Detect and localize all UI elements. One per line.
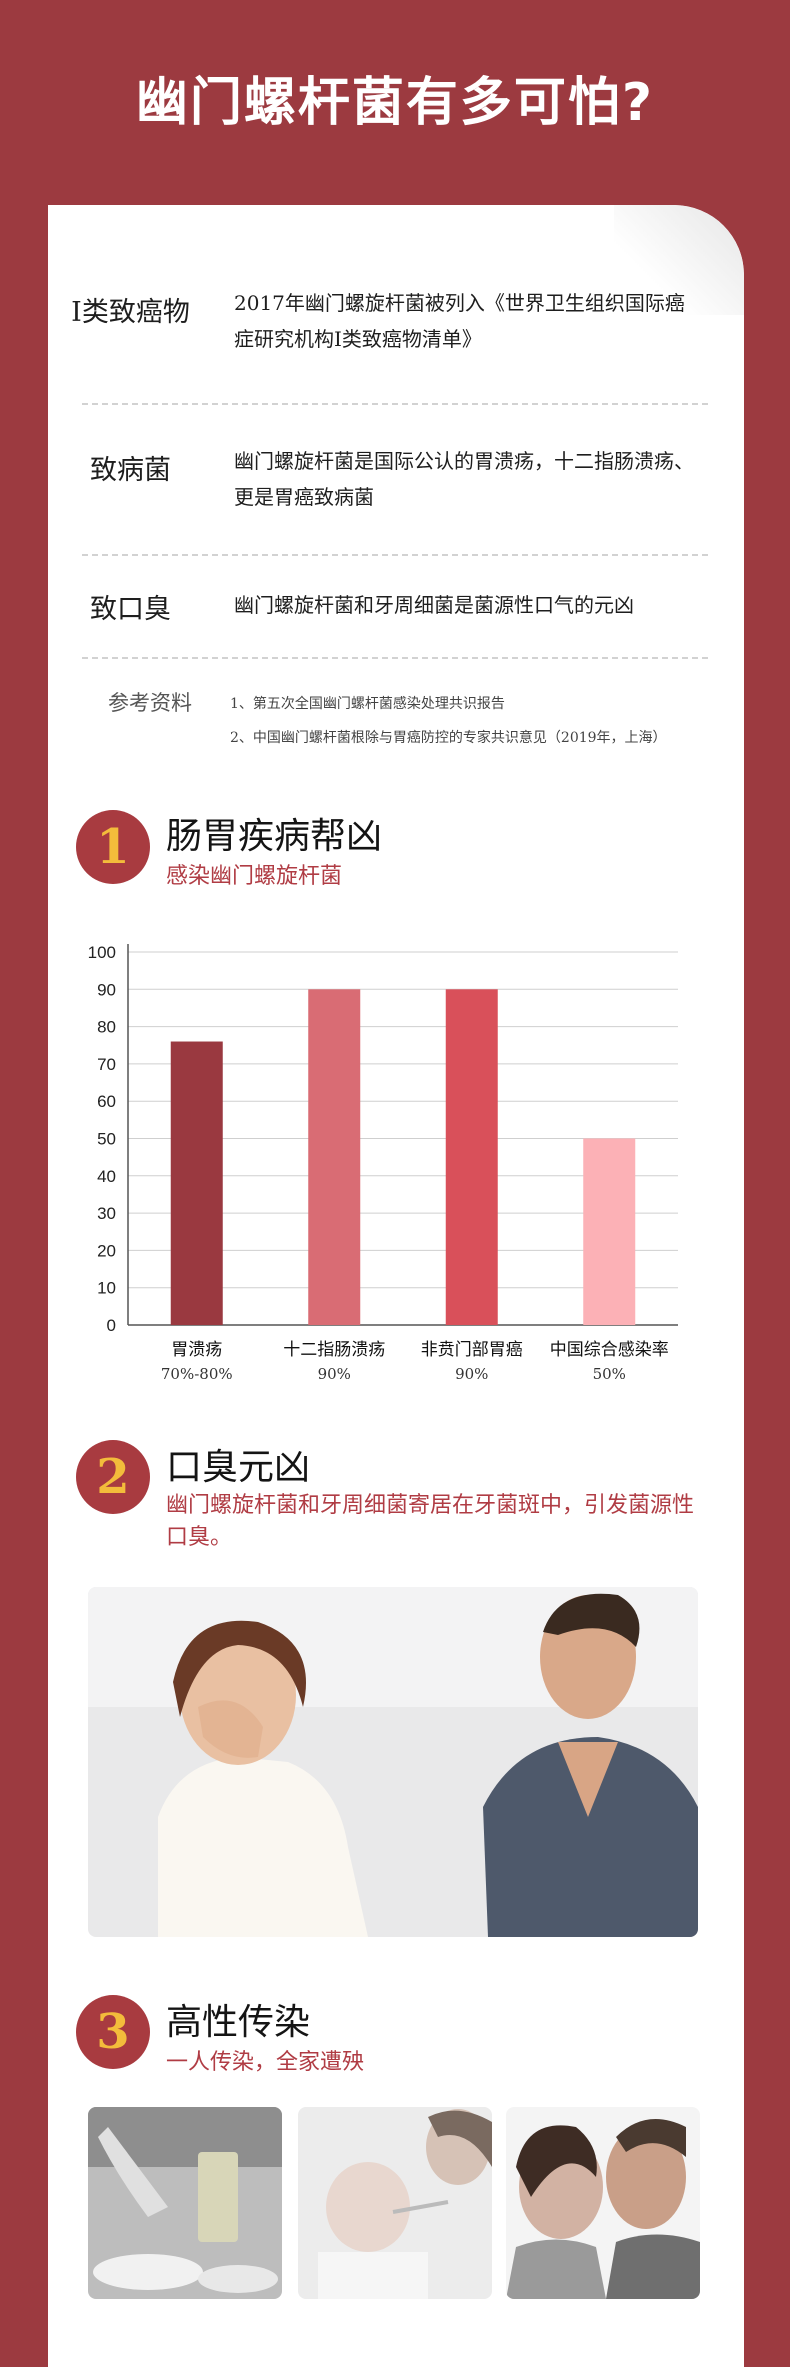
y-tick-label: 100 [88,943,116,962]
bar-value-label: 70%-80% [161,1365,233,1383]
x-tick-label: 十二指肠溃疡 [283,1340,385,1360]
section-title: 口臭元凶 [166,1447,311,1488]
section-title: 高性传染 [166,2002,311,2043]
section-title: 肠胃疾病帮凶 [166,816,383,857]
bar-value-label: 90% [455,1365,488,1383]
baby-feeding-photo [298,2107,492,2299]
bar-value-label: 90% [318,1365,351,1383]
y-tick-label: 50 [97,1130,116,1149]
bar-value-label: 50% [593,1365,626,1383]
divider [82,657,708,659]
y-tick-label: 30 [97,1204,116,1223]
section-subtitle: 幽门螺旋杆菌和牙周细菌寄居在牙菌斑中，引发菌源性口臭。 [166,1493,695,1550]
fact-text: 2017年幽门螺旋杆菌被列入《世界卫生组织国际癌症研究机构I类致癌物清单》 [234,291,685,351]
bar [445,989,498,1325]
y-tick-label: 10 [97,1279,116,1298]
bar-chart: 0 10 20 30 40 50 60 70 80 90 100 胃溃疡 70%-80% 十二指肠溃疡 90… [88,943,678,1383]
y-tick-label: 20 [97,1241,116,1260]
couple-kissing-photo [506,2107,700,2299]
bar [583,1138,636,1325]
page-title: 幽门螺杆菌有多可怕? [135,73,655,133]
x-tick-label: 中国综合感染率 [550,1340,669,1360]
x-tick-label: 非贲门部胃癌 [421,1340,523,1360]
y-tick-label: 60 [97,1092,116,1111]
x-tick-label: 胃溃疡 [171,1340,222,1360]
fact-text: 幽门螺旋杆菌是国际公认的胃溃疡，十二指肠溃疡、更是胃癌致病菌 [234,449,694,509]
reference-item: 1、第五次全国幽门螺杆菌感染处理共识报告 [230,696,505,712]
bad-breath-photo [88,1587,698,1937]
section-number-badge: 2 [76,1440,150,1514]
y-tick-label: 40 [97,1167,116,1186]
fact-label: I类致癌物 [71,297,190,328]
references-label: 参考资料 [108,691,192,715]
section-number-badge: 1 [76,810,150,884]
content-card: I类致癌物 2017年幽门螺旋杆菌被列入《世界卫生组织国际癌症研究机构I类致癌物… [48,205,744,2367]
fact-text: 幽门螺旋杆菌和牙周细菌是菌源性口气的元凶 [234,593,634,617]
shared-meal-photo [88,2107,282,2299]
divider [82,554,708,556]
section-number-badge: 3 [76,1995,150,2069]
section-subtitle: 感染幽门螺旋杆菌 [166,864,343,889]
y-tick-label: 90 [97,980,116,999]
fact-label: 致口臭 [90,594,171,625]
bar [308,989,361,1325]
fact-label: 致病菌 [90,455,171,486]
y-tick-label: 80 [97,1018,116,1037]
divider [82,403,708,405]
reference-item: 2、中国幽门螺杆菌根除与胃癌防控的专家共识意见（2019年，上海） [230,730,667,746]
y-tick-label: 70 [97,1055,116,1074]
y-tick-label: 0 [107,1316,116,1335]
section-subtitle: 一人传染，全家遭殃 [166,2050,365,2075]
bar [170,1041,223,1325]
